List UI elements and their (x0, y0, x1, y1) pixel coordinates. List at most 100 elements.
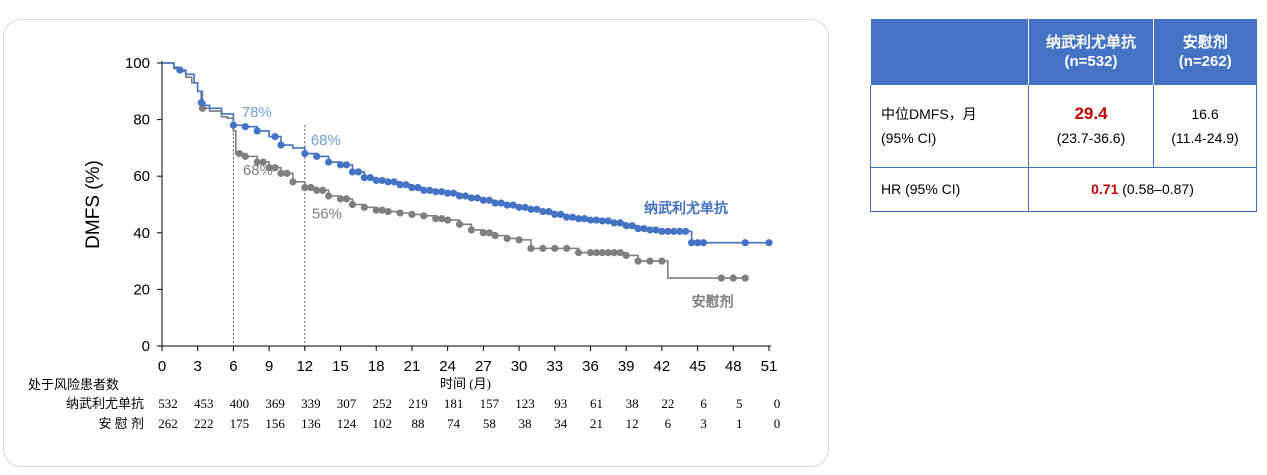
x-tick-label: 36 (582, 358, 599, 375)
hr-row: HR (95% CI) 0.71 (0.58–0.87) (870, 167, 1257, 212)
risk-count: 252 (372, 396, 392, 411)
header-treatment-name: 纳武利尤单抗 (1045, 34, 1136, 51)
censor-mark-placebo (634, 257, 642, 265)
censor-mark-treatment (551, 210, 559, 219)
censor-mark-placebo (360, 203, 368, 211)
censor-mark-treatment (301, 149, 309, 158)
x-tick-label: 24 (439, 358, 456, 375)
censor-mark-treatment (197, 99, 205, 107)
censor-mark-treatment (426, 186, 434, 194)
censor-mark-placebo (586, 249, 595, 257)
censor-mark-treatment (313, 152, 321, 160)
censor-mark-placebo (646, 257, 654, 265)
censor-mark-treatment (545, 207, 553, 216)
censor-mark-placebo (551, 244, 559, 252)
censor-mark-placebo (271, 164, 279, 172)
risk-count: 74 (447, 416, 461, 431)
censor-mark-placebo (479, 229, 487, 237)
header-placebo-name: 安慰剂 (1182, 34, 1228, 51)
censor-mark-treatment (658, 227, 666, 235)
series-label: 安慰剂 (692, 293, 734, 309)
censor-mark-treatment (390, 178, 398, 186)
risk-count: 102 (372, 416, 392, 431)
censor-mark-treatment (610, 219, 618, 227)
median-treatment-value: 29.4 (1074, 103, 1108, 123)
censor-mark-treatment (325, 158, 333, 166)
x-tick-label: 15 (332, 358, 349, 375)
censor-mark-treatment (688, 239, 696, 247)
summary-header-row: 纳武利尤单抗 (n=532) 安慰剂 (n=262) (870, 19, 1257, 85)
censor-mark-placebo (432, 215, 440, 223)
censor-mark-treatment (586, 216, 595, 224)
censor-mark-placebo (408, 210, 416, 219)
censor-mark-treatment (449, 189, 458, 197)
risk-count: 38 (626, 396, 639, 411)
censor-mark-placebo (539, 244, 547, 252)
censor-mark-placebo (563, 244, 571, 252)
risk-count: 88 (411, 416, 424, 431)
risk-count: 222 (194, 416, 214, 431)
censor-mark-placebo (616, 249, 624, 257)
censor-mark-treatment (491, 199, 499, 207)
x-tick-label: 51 (761, 358, 778, 375)
censor-mark-treatment (765, 239, 773, 247)
risk-count: 0 (774, 416, 781, 431)
y-tick-label: 0 (142, 338, 150, 355)
hr-ci: (0.58–0.87) (1122, 181, 1194, 197)
risk-count: 124 (337, 416, 357, 431)
censor-mark-treatment (497, 199, 505, 207)
censor-mark-placebo (307, 183, 315, 192)
censor-mark-treatment (277, 141, 285, 149)
censor-mark-placebo (610, 249, 618, 257)
risk-count: 5 (736, 396, 743, 411)
censor-mark-treatment (461, 192, 470, 200)
censor-mark-treatment (455, 192, 464, 200)
censor-mark-treatment (485, 196, 493, 204)
censor-mark-treatment (229, 121, 238, 129)
censor-mark-placebo (515, 236, 523, 244)
x-tick-label: 6 (229, 358, 237, 375)
censor-mark-treatment (467, 194, 476, 202)
median-label-line2: (95% CI) (881, 129, 937, 146)
censor-mark-treatment (652, 226, 660, 234)
risk-count: 21 (590, 416, 603, 431)
censor-mark-placebo (265, 164, 273, 172)
censor-mark-placebo (503, 234, 511, 243)
x-tick-label: 21 (404, 358, 421, 375)
risk-count: 58 (483, 416, 496, 431)
censor-mark-treatment (438, 188, 446, 196)
censor-mark-treatment (366, 174, 374, 182)
censor-mark-placebo (325, 192, 333, 200)
censor-mark-treatment (616, 219, 624, 227)
censor-mark-placebo (598, 249, 606, 257)
censor-mark-treatment (563, 213, 571, 221)
censor-mark-placebo (289, 178, 297, 186)
censor-mark-treatment (372, 176, 380, 185)
x-tick-label: 30 (511, 358, 528, 375)
risk-count: 3 (700, 416, 707, 431)
x-tick-label: 18 (368, 358, 385, 375)
risk-count: 156 (265, 416, 285, 431)
risk-count: 262 (158, 416, 178, 431)
risk-count: 307 (337, 396, 357, 411)
censor-mark-treatment (634, 224, 642, 233)
x-tick-label: 9 (265, 358, 273, 375)
x-tick-label: 39 (618, 358, 635, 375)
risk-count: 93 (554, 396, 567, 411)
censor-mark-placebo (485, 229, 493, 237)
risk-count: 61 (590, 396, 603, 411)
summary-table: 纳武利尤单抗 (n=532) 安慰剂 (n=262) 中位DMFS，月 (95% CI… (870, 19, 1257, 212)
censor-mark-placebo (336, 195, 345, 203)
risk-count: 34 (554, 416, 568, 431)
censor-mark-treatment (670, 227, 678, 235)
censor-mark-placebo (717, 274, 725, 282)
risk-count: 22 (661, 396, 674, 411)
censor-mark-treatment (741, 239, 749, 247)
censor-mark-placebo (455, 220, 464, 228)
risk-count: 6 (700, 396, 707, 411)
censor-mark-treatment (640, 224, 648, 233)
censor-mark-treatment (354, 168, 362, 176)
header-empty (870, 19, 1029, 85)
risk-row-label: 安 慰 剂 (98, 416, 144, 431)
censor-mark-placebo (253, 158, 261, 166)
